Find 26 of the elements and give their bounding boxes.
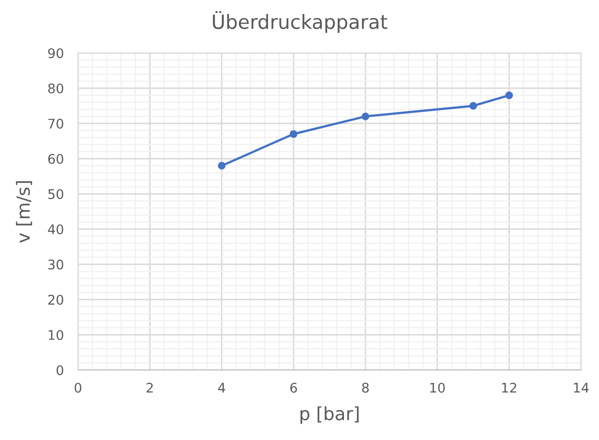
y-tick-label: 20 (48, 294, 64, 305)
point (218, 162, 226, 170)
x-tick-label: 6 (290, 382, 297, 393)
y-tick-label: 90 (48, 48, 64, 58)
y-tick-label: 70 (48, 118, 64, 129)
point (469, 102, 478, 110)
y-tick-label: 50 (48, 189, 64, 200)
x-tick-label: 14 (574, 382, 589, 393)
chart-title: Überdruckapparat (212, 11, 388, 33)
y-tick-label: 40 (48, 224, 64, 234)
y-tick-label: 60 (48, 154, 64, 164)
x-tick-label: 12 (502, 382, 516, 393)
x-axis-title: p [bar] (300, 406, 359, 424)
y-tick-label: 30 (48, 260, 64, 270)
x-tick-label: 10 (430, 382, 445, 393)
y-tick-label: 10 (48, 330, 64, 340)
point (505, 91, 513, 100)
point (290, 130, 298, 138)
x-tick-label: 0 (74, 382, 82, 393)
y-tick-label: 80 (48, 83, 64, 94)
y-tick-label: 0 (56, 365, 64, 376)
x-tick-label: 4 (218, 382, 226, 393)
point (362, 112, 370, 120)
x-tick-label: 8 (362, 382, 369, 393)
x-tick-label: 2 (146, 382, 153, 393)
y-axis-title: v [m/s] (16, 181, 32, 243)
